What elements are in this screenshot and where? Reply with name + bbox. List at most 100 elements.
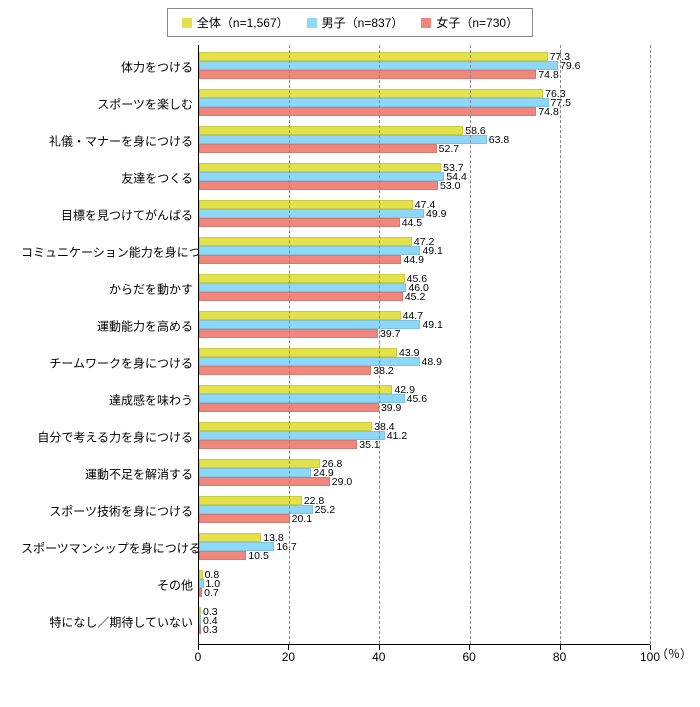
category-label: スポーツを楽しむ (21, 95, 199, 112)
category-label: その他 (21, 576, 199, 593)
gridline (560, 45, 561, 644)
bar: 45.6 (199, 274, 405, 283)
plot-area: 体力をつける77.379.674.8スポーツを楽しむ76.377.574.8礼儀… (198, 45, 650, 645)
bar-group: 運動能力を高める44.749.139.7 (199, 308, 650, 345)
legend-item: 男子（n=837） (307, 14, 404, 31)
bar-value-label: 63.8 (486, 134, 509, 146)
bar-value-label: 29.0 (329, 476, 352, 488)
bar: 20.1 (199, 514, 290, 523)
bar-group: 特になし／期待していない0.30.40.3 (199, 604, 650, 641)
legend-label: 全体（n=1,567） (197, 14, 289, 31)
bar-value-label: 45.6 (404, 393, 427, 405)
bar-value-label: 49.9 (423, 208, 446, 220)
bar: 74.8 (199, 70, 536, 79)
bar: 0.7 (199, 588, 202, 597)
bar-group: 体力をつける77.379.674.8 (199, 49, 650, 86)
bar-group: その他0.81.00.7 (199, 567, 650, 604)
gridline (289, 45, 290, 644)
category-label: 体力をつける (21, 58, 199, 75)
category-label: チームワークを身につける (21, 354, 199, 371)
bar-group: スポーツを楽しむ76.377.574.8 (199, 86, 650, 123)
bar-group: コミュニケーション能力を身につける47.249.144.9 (199, 234, 650, 271)
bar-value-label: 49.1 (419, 319, 442, 331)
bar-group: 運動不足を解消する26.824.929.0 (199, 456, 650, 493)
bar: 52.7 (199, 144, 437, 153)
category-label: コミュニケーション能力を身につける (21, 243, 199, 260)
bar: 10.5 (199, 551, 246, 560)
legend-item: 女子（n=730） (421, 14, 518, 31)
bar-group: 達成感を味わう42.945.639.9 (199, 382, 650, 419)
bar: 46.0 (199, 283, 406, 292)
bar: 42.9 (199, 385, 392, 394)
bar-value-label: 74.8 (535, 106, 558, 118)
bar-value-label: 41.2 (384, 430, 407, 442)
bar: 45.2 (199, 292, 403, 301)
bar-value-label: 44.5 (399, 217, 422, 229)
bar: 53.0 (199, 181, 438, 190)
legend-swatch-boys (307, 18, 317, 28)
bar: 26.8 (199, 459, 320, 468)
bar-value-label: 0.3 (200, 624, 218, 636)
category-label: 運動不足を解消する (21, 465, 199, 482)
bar-value-label: 44.9 (400, 254, 423, 266)
bar: 13.8 (199, 533, 261, 542)
bar: 29.0 (199, 477, 330, 486)
bar: 38.4 (199, 422, 372, 431)
bar: 38.2 (199, 366, 371, 375)
category-label: からだを動かす (21, 280, 199, 297)
legend-label: 女子（n=730） (436, 14, 518, 31)
bar-value-label: 38.2 (370, 365, 393, 377)
bar-value-label: 53.0 (437, 180, 460, 192)
bar: 49.1 (199, 246, 420, 255)
bar-value-label: 20.1 (289, 513, 312, 525)
legend-swatch-all (182, 18, 192, 28)
category-label: 目標を見つけてがんばる (21, 206, 199, 223)
bar: 76.3 (199, 89, 543, 98)
legend-item: 全体（n=1,567） (182, 14, 289, 31)
category-label: 友達をつくる (21, 169, 199, 186)
bar-value-label: 52.7 (436, 143, 459, 155)
bar-value-label: 39.9 (378, 402, 401, 414)
x-tick-label: 60 (463, 650, 476, 664)
gridline (379, 45, 380, 644)
bar-group: 自分で考える力を身につける38.441.235.1 (199, 419, 650, 456)
x-tick-label: 80 (553, 650, 566, 664)
gridline (650, 45, 651, 644)
bar-group: スポーツマンシップを身につける13.816.710.5 (199, 530, 650, 567)
bar-group: からだを動かす45.646.045.2 (199, 271, 650, 308)
bar-value-label: 74.8 (535, 69, 558, 81)
category-label: スポーツ技術を身につける (21, 502, 199, 519)
bar-value-label: 16.7 (273, 541, 296, 553)
x-axis-title: （％） (650, 645, 692, 662)
bar-value-label: 45.2 (402, 291, 425, 303)
gridline (470, 45, 471, 644)
bar: 35.1 (199, 440, 357, 449)
bar: 24.9 (199, 468, 311, 477)
bar-value-label: 0.7 (201, 587, 219, 599)
legend: 全体（n=1,567） 男子（n=837） 女子（n=730） (167, 8, 533, 37)
bar: 54.4 (199, 172, 444, 181)
category-label: 自分で考える力を身につける (21, 428, 199, 445)
category-label: 運動能力を高める (21, 317, 199, 334)
bar-value-label: 48.9 (419, 356, 442, 368)
bar: 45.6 (199, 394, 405, 403)
bar-group: チームワークを身につける43.948.938.2 (199, 345, 650, 382)
bar: 49.9 (199, 209, 424, 218)
bar: 44.7 (199, 311, 401, 320)
bar: 74.8 (199, 107, 536, 116)
bar: 44.5 (199, 218, 400, 227)
bar-group: 目標を見つけてがんばる47.449.944.5 (199, 197, 650, 234)
legend-swatch-girls (421, 18, 431, 28)
bar-group: スポーツ技術を身につける22.825.220.1 (199, 493, 650, 530)
bar: 22.8 (199, 496, 302, 505)
category-label: 特になし／期待していない (21, 613, 199, 630)
category-label: スポーツマンシップを身につける (21, 539, 199, 556)
legend-label: 男子（n=837） (322, 14, 404, 31)
x-tick-label: 0 (195, 650, 202, 664)
plot: 体力をつける77.379.674.8スポーツを楽しむ76.377.574.8礼儀… (198, 45, 650, 669)
bar: 44.9 (199, 255, 401, 264)
x-tick-label: 40 (372, 650, 385, 664)
bar: 77.5 (199, 98, 549, 107)
bar: 43.9 (199, 348, 397, 357)
bar-value-label: 25.2 (312, 504, 335, 516)
